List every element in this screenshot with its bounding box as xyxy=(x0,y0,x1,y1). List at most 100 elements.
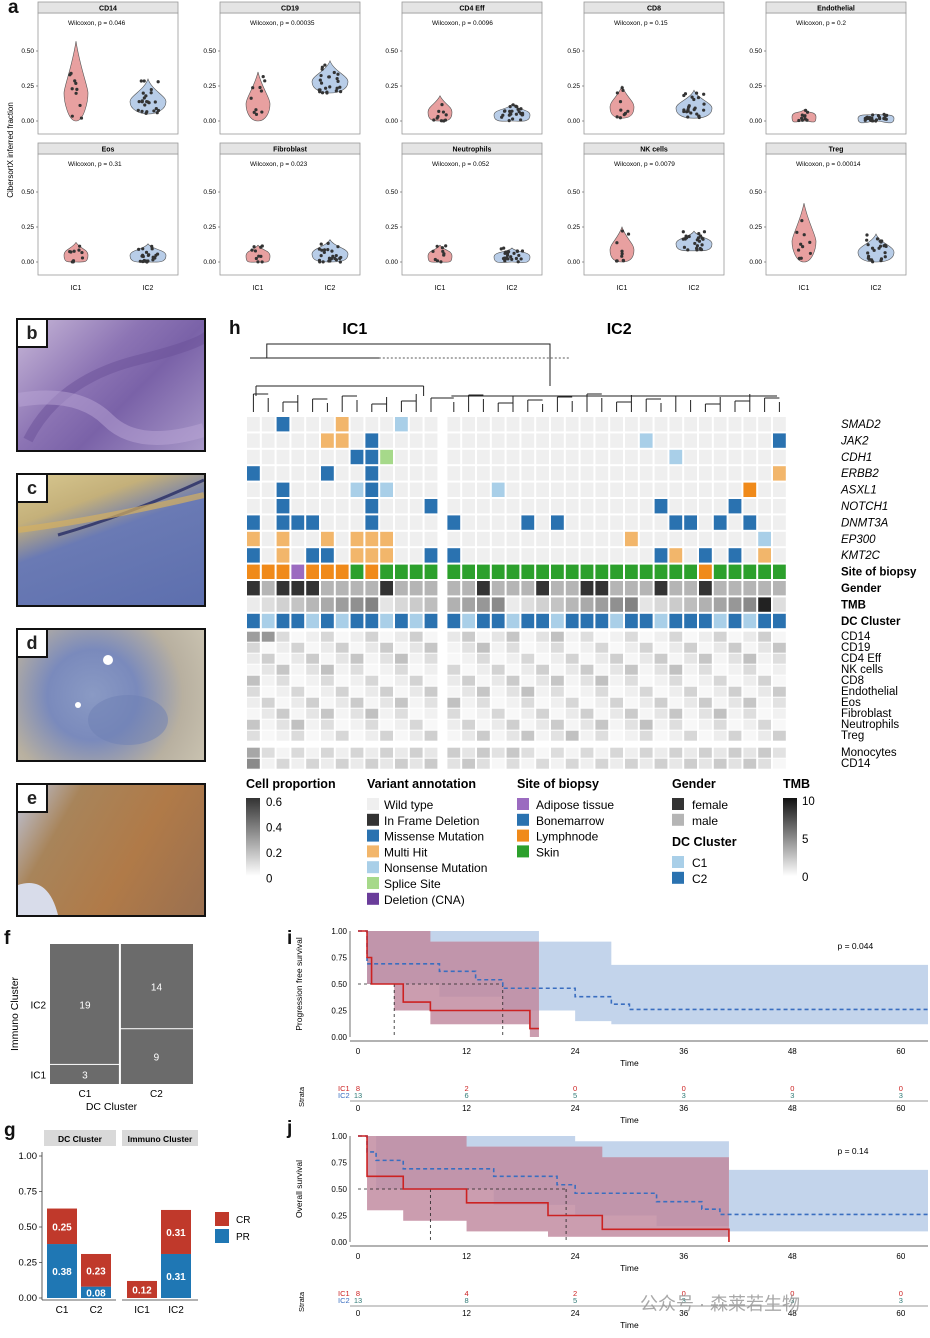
cell-proportion-cell xyxy=(424,664,438,675)
annotation-cell xyxy=(728,581,742,596)
mutation-cell xyxy=(506,417,520,432)
cell-proportion-cell xyxy=(506,747,520,758)
cell-proportion-cell xyxy=(477,697,490,708)
cell-proportion-cell xyxy=(565,642,579,653)
annotation-cell xyxy=(409,581,423,596)
facet-strip xyxy=(37,1,179,14)
data-point xyxy=(883,243,887,247)
mutation-cell xyxy=(758,449,771,465)
annotation-cell xyxy=(261,613,275,629)
mutation-cell xyxy=(565,449,579,465)
cell-proportion-cell xyxy=(306,758,319,769)
cell-proportion-cell xyxy=(261,730,275,741)
mutation-cell xyxy=(654,466,668,481)
annotation-cell xyxy=(758,581,771,596)
mutation-cell xyxy=(276,482,290,497)
cell-proportion-cell xyxy=(565,697,579,708)
mutation-cell xyxy=(365,466,379,481)
data-point xyxy=(335,86,339,90)
violin-facet-grid: CibersortX inferred fraction CD14 Wilcoxo… xyxy=(6,1,907,292)
annotation-cell xyxy=(580,597,594,612)
cell-proportion-cell xyxy=(565,631,579,642)
data-point xyxy=(254,112,259,116)
data-point xyxy=(514,112,518,116)
facet-strip xyxy=(765,1,907,14)
mutation-cell xyxy=(728,433,742,448)
cell-proportion-cell xyxy=(276,730,290,741)
cell-proportion-cell xyxy=(365,730,379,741)
legend-swatch xyxy=(367,845,379,858)
cell-proportion-cell xyxy=(580,747,594,758)
annotation-cell xyxy=(395,597,408,612)
annotation-cell xyxy=(521,581,535,596)
data-point xyxy=(499,247,503,251)
cell-proportion-cell xyxy=(654,730,668,741)
cell-proportion-cell xyxy=(595,758,609,769)
cell-proportion-cell xyxy=(409,675,423,686)
cell-proportion-cell xyxy=(654,697,668,708)
mutation-cell xyxy=(595,548,609,563)
x-tick-label: C2 xyxy=(150,1089,163,1100)
data-point xyxy=(338,260,342,264)
violin-ic2 xyxy=(857,233,895,263)
mutation-cell xyxy=(565,499,579,514)
mutation-cell xyxy=(409,531,423,547)
data-point xyxy=(327,256,332,260)
x-tick-label: 60 xyxy=(896,1309,905,1318)
cell-proportion-cell xyxy=(365,686,379,697)
cell-proportion-cell xyxy=(365,642,379,653)
mutation-cell xyxy=(639,449,653,465)
mutation-cell xyxy=(521,482,535,497)
mutation-cell xyxy=(276,417,290,432)
mutation-cell xyxy=(409,515,423,530)
cell-proportion-cell xyxy=(350,708,364,719)
y-tick-label: 0.25 xyxy=(19,1258,38,1269)
mutation-cell xyxy=(565,531,579,547)
cell-proportion-cell xyxy=(409,631,423,642)
mutation-cell xyxy=(654,548,668,563)
cell-proportion-cell xyxy=(491,747,505,758)
y-tick-label: 0.50 xyxy=(203,48,216,55)
cell-proportion-cell xyxy=(365,675,379,686)
data-point xyxy=(519,257,523,261)
cell-proportion-cell xyxy=(491,730,505,741)
mutation-cell xyxy=(669,466,683,481)
risk-count-ic2: 3 xyxy=(899,1091,903,1100)
mutation-cell xyxy=(276,531,290,547)
risk-count-ic2: 13 xyxy=(354,1091,362,1100)
data-point xyxy=(698,234,703,238)
cell-proportion-cell xyxy=(699,686,712,697)
cell-proportion-cell xyxy=(506,758,520,769)
mutation-cell xyxy=(261,433,275,448)
mutation-cell xyxy=(684,433,697,448)
facet-stat: Wilcoxon, p = 0.0096 xyxy=(432,20,493,27)
mutation-cell xyxy=(758,499,771,514)
mutation-cell xyxy=(669,548,683,563)
photo-label-e: e xyxy=(18,785,48,813)
data-point xyxy=(145,260,149,264)
data-point xyxy=(336,72,340,76)
colorbar-tick: 0.4 xyxy=(266,823,283,835)
legend-swatch xyxy=(367,877,379,889)
risk-row-label: IC2 xyxy=(338,1091,350,1100)
x-tick-label: 24 xyxy=(571,1047,580,1056)
gene-label: SMAD2 xyxy=(841,419,881,431)
cell-proportion-cell xyxy=(684,758,697,769)
data-point xyxy=(808,240,812,244)
mutation-cell xyxy=(669,433,683,448)
data-point xyxy=(800,113,804,117)
data-point xyxy=(885,113,889,118)
data-point xyxy=(500,115,504,119)
annotation-cell xyxy=(380,613,393,629)
x-tick-label: 0 xyxy=(356,1252,361,1261)
data-point xyxy=(692,97,696,102)
data-point xyxy=(614,259,619,263)
mutation-cell xyxy=(335,548,349,563)
mutation-cell xyxy=(639,466,653,481)
data-point xyxy=(620,252,624,256)
cell-proportion-cell xyxy=(654,708,668,719)
mutation-cell xyxy=(477,531,490,547)
facet-title: Fibroblast xyxy=(273,147,308,154)
cell-proportion-cell xyxy=(306,664,319,675)
mutation-cell xyxy=(447,482,461,497)
